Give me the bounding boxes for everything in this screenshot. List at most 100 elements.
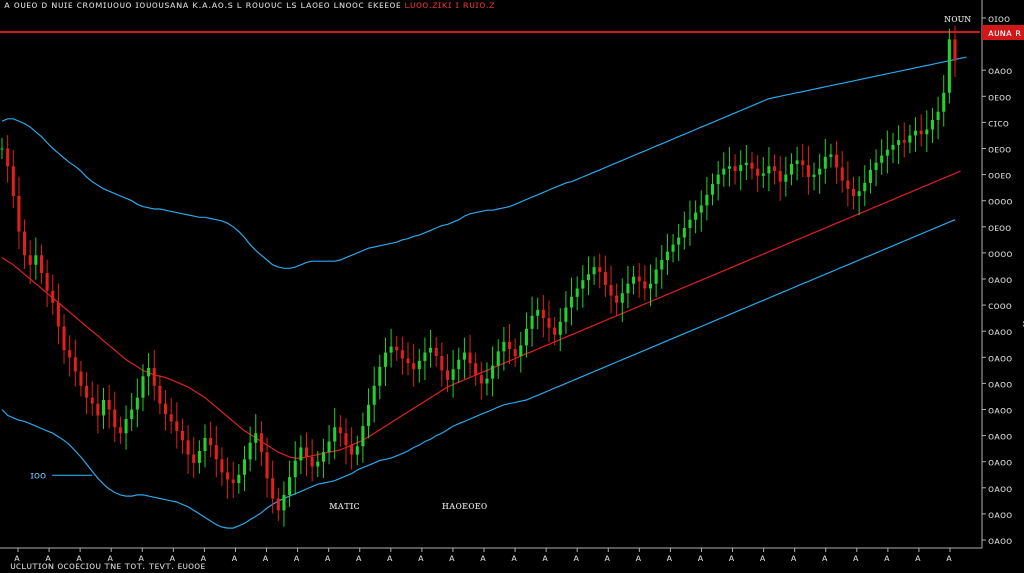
candle-body [248, 442, 252, 460]
candle-body [350, 445, 354, 455]
candle-body [598, 267, 602, 272]
x-tick-label: ᴀ [791, 553, 797, 564]
x-tick-label: ᴀ [511, 553, 517, 564]
candle-body [485, 378, 489, 384]
x-tick-label: ᴀ [573, 553, 579, 564]
annotation-label: ᴍᴀᴛɪᴄ [329, 499, 360, 512]
candle-body [429, 347, 433, 353]
x-tick-label: ᴀ [915, 553, 921, 564]
x-tick-label: ᴀ [853, 553, 859, 564]
candle-body [462, 352, 466, 360]
x-tick-label: ᴀ [542, 553, 548, 564]
x-tick-label: ᴀ [449, 553, 455, 564]
candle-body [637, 276, 641, 282]
candle-body [101, 400, 106, 416]
x-tick-label: ᴀ [356, 553, 362, 564]
candle-body [197, 451, 201, 463]
candle-body [913, 130, 918, 136]
candle-body [835, 154, 839, 168]
candle-body [507, 341, 512, 349]
candle-body [180, 430, 184, 441]
candle-body [739, 165, 743, 172]
candle-body [372, 385, 376, 405]
candle-body [169, 414, 173, 422]
candle-body [68, 350, 72, 358]
y-tick-label: ᴏᴀᴏᴏ [988, 484, 1012, 495]
candle-body [513, 348, 517, 357]
candle-body [727, 166, 731, 169]
candle-body [355, 446, 359, 455]
y-tick-label: ᴏᴏᴇᴏ [988, 171, 1011, 182]
candle-body [660, 260, 664, 270]
y-tick-label: ᴏᴀᴏᴏ [988, 510, 1012, 521]
candle-body [767, 166, 771, 174]
candle-body [818, 168, 822, 175]
candle-body [620, 293, 624, 303]
candle-body [575, 288, 579, 297]
x-tick-label: ᴀ [635, 553, 641, 564]
y-tick-label: ᴏᴀᴏᴏ [988, 458, 1012, 469]
candle-body [586, 274, 591, 281]
candle-body [474, 363, 478, 376]
candle-body [609, 284, 613, 296]
candle-body [761, 173, 765, 176]
y-tick-label: ᴏᴏᴏᴏ [988, 249, 1012, 260]
x-tick-label: ᴀ [604, 553, 610, 564]
candle-body [778, 171, 782, 182]
current-price-badge [982, 25, 1024, 40]
candle-body [592, 267, 596, 275]
x-tick-label: ᴀ [45, 553, 51, 564]
x-tick-label: ᴀ [480, 553, 486, 564]
candle-body [744, 162, 748, 166]
candle-body [846, 180, 850, 189]
candle-body [124, 418, 128, 434]
candle-body [214, 445, 218, 460]
candle-body [45, 273, 49, 291]
candle-body [231, 479, 235, 484]
candle-body [118, 427, 122, 434]
candle-body [51, 290, 55, 303]
x-tick-label: ᴀ [138, 553, 144, 564]
top-label: ɴᴏᴜɴ [944, 12, 971, 25]
x-tick-label: ᴀ [14, 553, 20, 564]
candle-body [665, 251, 669, 261]
candle-body [519, 345, 523, 357]
candle-body [479, 375, 483, 384]
candle-body [750, 162, 754, 169]
candle-body [321, 452, 325, 462]
annotation-label: ꜱᴀᴜᴛᴇꜱᴜᴏᴛᴄᴏᴜᴛᴇ [1023, 316, 1024, 329]
candle-body [722, 168, 726, 175]
x-tick-label: ᴀ [294, 553, 300, 564]
x-tick-label: ᴀ [231, 553, 237, 564]
candle-body [643, 281, 647, 289]
candle-body [39, 255, 44, 274]
candle-body [316, 461, 320, 467]
y-axis-ticks: ᴏɪᴏᴏ ᴏᴀᴏᴏ ᴏᴇᴏᴏ ᴄɪᴄᴏ ᴏᴇᴏᴏ ᴏᴏᴇᴏ ᴏᴏᴏᴏ ᴏᴇᴏᴏ ᴏᴏᴏᴏ ᴏᴀᴏᴏ… [982, 14, 1012, 547]
candle-body [237, 474, 241, 484]
candle-body [536, 309, 540, 316]
candle-body [795, 160, 799, 164]
x-tick-label: ᴀ [418, 553, 424, 564]
x-tick-label: ᴀ [822, 553, 828, 564]
candle-body [694, 212, 698, 220]
candle-body [541, 309, 545, 319]
candle-body [626, 283, 630, 294]
candle-body [293, 460, 297, 478]
candle-body [468, 352, 472, 364]
candle-body [400, 350, 404, 359]
candle-body [0, 148, 4, 150]
candle-body [840, 167, 844, 181]
candle-body [310, 456, 314, 467]
candle-body [806, 165, 810, 177]
candle-body [412, 363, 416, 370]
y-tick-label: ᴏᴀᴏᴏ [988, 66, 1012, 77]
y-tick-label: ᴏᴀᴏᴏ [988, 327, 1012, 338]
chart-header: ᴀ ᴏᴜᴇᴏ ᴅ ɴᴜɪᴇ ᴄʀᴏᴍɪᴜᴏᴜᴏ ɪᴏᴜᴏᴜꜱᴀɴᴀ ᴋ.ᴀ.ᴀᴏ… [4, 0, 495, 11]
candle-body [705, 194, 709, 206]
candle-body [220, 459, 224, 473]
candle-body [304, 447, 309, 457]
x-tick-label: ᴀ [169, 553, 175, 564]
candle-body [908, 135, 912, 143]
candles [0, 25, 957, 527]
candle-body [897, 140, 901, 145]
